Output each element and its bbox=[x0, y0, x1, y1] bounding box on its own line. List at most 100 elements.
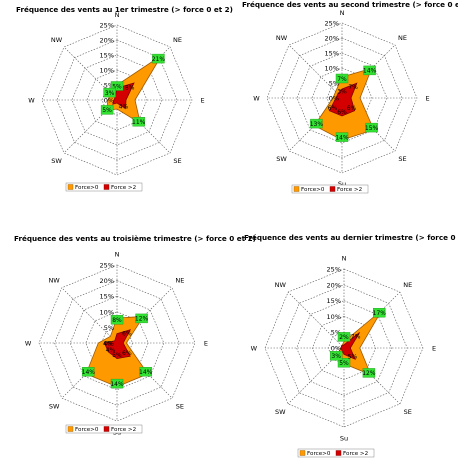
ring-label: 20% bbox=[325, 35, 339, 43]
data-label-box bbox=[110, 378, 124, 389]
data-label-outer: 15% bbox=[365, 122, 379, 133]
ring-label: 15% bbox=[327, 297, 341, 305]
direction-label-w: W bbox=[28, 97, 35, 105]
direction-label-n: N bbox=[115, 251, 120, 259]
chart-title: Fréquence des vents au dernier trimestre… bbox=[244, 233, 458, 242]
data-label-text: 4% bbox=[103, 340, 113, 347]
legend-swatch-inner bbox=[103, 184, 110, 190]
direction-label-w: W bbox=[251, 345, 258, 353]
legend: Force>0 Force >2 bbox=[65, 424, 143, 434]
data-label-box bbox=[335, 73, 349, 84]
legend-label-inner: Force >2 bbox=[111, 427, 136, 433]
legend: Force>0 Force >2 bbox=[65, 182, 143, 192]
grid-ring bbox=[296, 300, 392, 396]
direction-label-sw: SW bbox=[51, 157, 62, 165]
direction-label-w: W bbox=[25, 340, 32, 348]
data-label-box bbox=[103, 87, 116, 98]
legend-swatch-outer bbox=[293, 186, 300, 192]
data-label-inner: 7% bbox=[351, 334, 361, 341]
ring-label: 25% bbox=[327, 266, 341, 274]
series-force-2 bbox=[340, 332, 360, 360]
direction-label-n: N bbox=[115, 11, 120, 19]
ring-label: 5% bbox=[331, 329, 341, 337]
wind-rose-q3: Fréquence des vents au troisième trimest… bbox=[14, 234, 256, 436]
ring-label: 15% bbox=[100, 293, 114, 301]
data-label-outer: 12% bbox=[362, 368, 376, 378]
data-label-inner: 4% bbox=[103, 340, 113, 347]
data-label-box bbox=[310, 118, 323, 129]
data-label-text: 4% bbox=[106, 347, 116, 354]
data-label-text: 14% bbox=[363, 68, 377, 75]
data-label-text: 5% bbox=[112, 352, 122, 359]
data-label-outer: 3% bbox=[330, 351, 343, 361]
grid-ring bbox=[296, 52, 388, 144]
data-label-text: 6% bbox=[347, 105, 357, 112]
legend-label-outer: Force>0 bbox=[75, 427, 99, 433]
series-force-2 bbox=[103, 329, 131, 360]
legend-label-inner: Force >2 bbox=[343, 451, 368, 457]
data-label-box bbox=[330, 351, 343, 361]
ring-label: 25% bbox=[100, 22, 114, 30]
data-label-box bbox=[139, 367, 152, 377]
ring-label: 10% bbox=[100, 308, 114, 316]
ring-label: 25% bbox=[100, 262, 114, 270]
grid-spoke bbox=[288, 44, 343, 99]
data-label-text: 3% bbox=[105, 90, 115, 97]
ring-label: 15% bbox=[100, 52, 114, 60]
data-label-outer: 21% bbox=[152, 53, 165, 64]
data-label-text: 6% bbox=[122, 350, 132, 357]
series-area bbox=[340, 332, 360, 360]
chart-title: Fréquence des vents au 1er trimestre (> … bbox=[16, 5, 233, 14]
direction-label-n: N bbox=[342, 254, 347, 262]
grid-ring bbox=[312, 316, 376, 380]
legend-swatch-inner bbox=[103, 426, 110, 432]
data-label-inner: 6% bbox=[122, 350, 132, 357]
grid-ring bbox=[54, 280, 180, 406]
data-label-inner: 4% bbox=[106, 347, 116, 354]
direction-label-nw: NW bbox=[275, 281, 287, 289]
data-label-box bbox=[152, 53, 165, 64]
data-label-outer: 13% bbox=[310, 118, 323, 129]
ring-label: 20% bbox=[100, 37, 114, 45]
data-label-text: 17% bbox=[373, 310, 387, 317]
data-label-outer: 14% bbox=[363, 65, 377, 76]
data-label-text: 14% bbox=[82, 369, 96, 376]
data-label-inner: 4% bbox=[119, 104, 129, 111]
series-area bbox=[328, 82, 358, 117]
legend-label-outer: Force>0 bbox=[75, 185, 99, 191]
data-label-inner: 5% bbox=[112, 352, 122, 359]
ring-label-zero: 0% bbox=[104, 340, 114, 348]
data-label-outer: 14% bbox=[139, 367, 153, 377]
data-label-outer: 17% bbox=[373, 308, 387, 318]
data-label-box bbox=[110, 81, 124, 91]
direction-label-e: E bbox=[200, 97, 204, 105]
ring-label-zero: 0% bbox=[331, 345, 341, 353]
direction-label-ne: NE bbox=[175, 277, 184, 285]
ring-label: 10% bbox=[325, 65, 339, 73]
data-label-inner: 6% bbox=[328, 105, 338, 112]
data-label-text: 3% bbox=[331, 353, 341, 360]
data-label-outer: 14% bbox=[110, 378, 124, 389]
grid-ring bbox=[71, 54, 163, 146]
legend-swatch-inner bbox=[335, 450, 342, 456]
data-label-inner: 8% bbox=[125, 85, 135, 92]
data-label-text: 14% bbox=[139, 369, 153, 376]
data-label-text: 5% bbox=[348, 354, 358, 361]
data-label-box bbox=[362, 368, 376, 378]
data-label-inner: 3% bbox=[337, 89, 347, 96]
data-label-box bbox=[365, 122, 378, 133]
series-force-2 bbox=[328, 82, 358, 117]
ring-label: 15% bbox=[325, 50, 339, 58]
data-label-box bbox=[373, 308, 386, 318]
data-label-outer: 5% bbox=[337, 358, 351, 368]
data-label-text: 3% bbox=[337, 89, 347, 96]
direction-label-n: N bbox=[340, 9, 345, 17]
data-label-text: 15% bbox=[365, 125, 379, 132]
data-label-box bbox=[337, 332, 351, 342]
data-label-outer: 14% bbox=[335, 132, 349, 142]
legend: Force>0 Force >2 bbox=[297, 448, 375, 458]
ring-label: 10% bbox=[100, 67, 114, 75]
direction-label-ne: NE bbox=[403, 281, 412, 289]
wind-rose-q4: Fréquence des vents au dernier trimestre… bbox=[244, 233, 458, 458]
